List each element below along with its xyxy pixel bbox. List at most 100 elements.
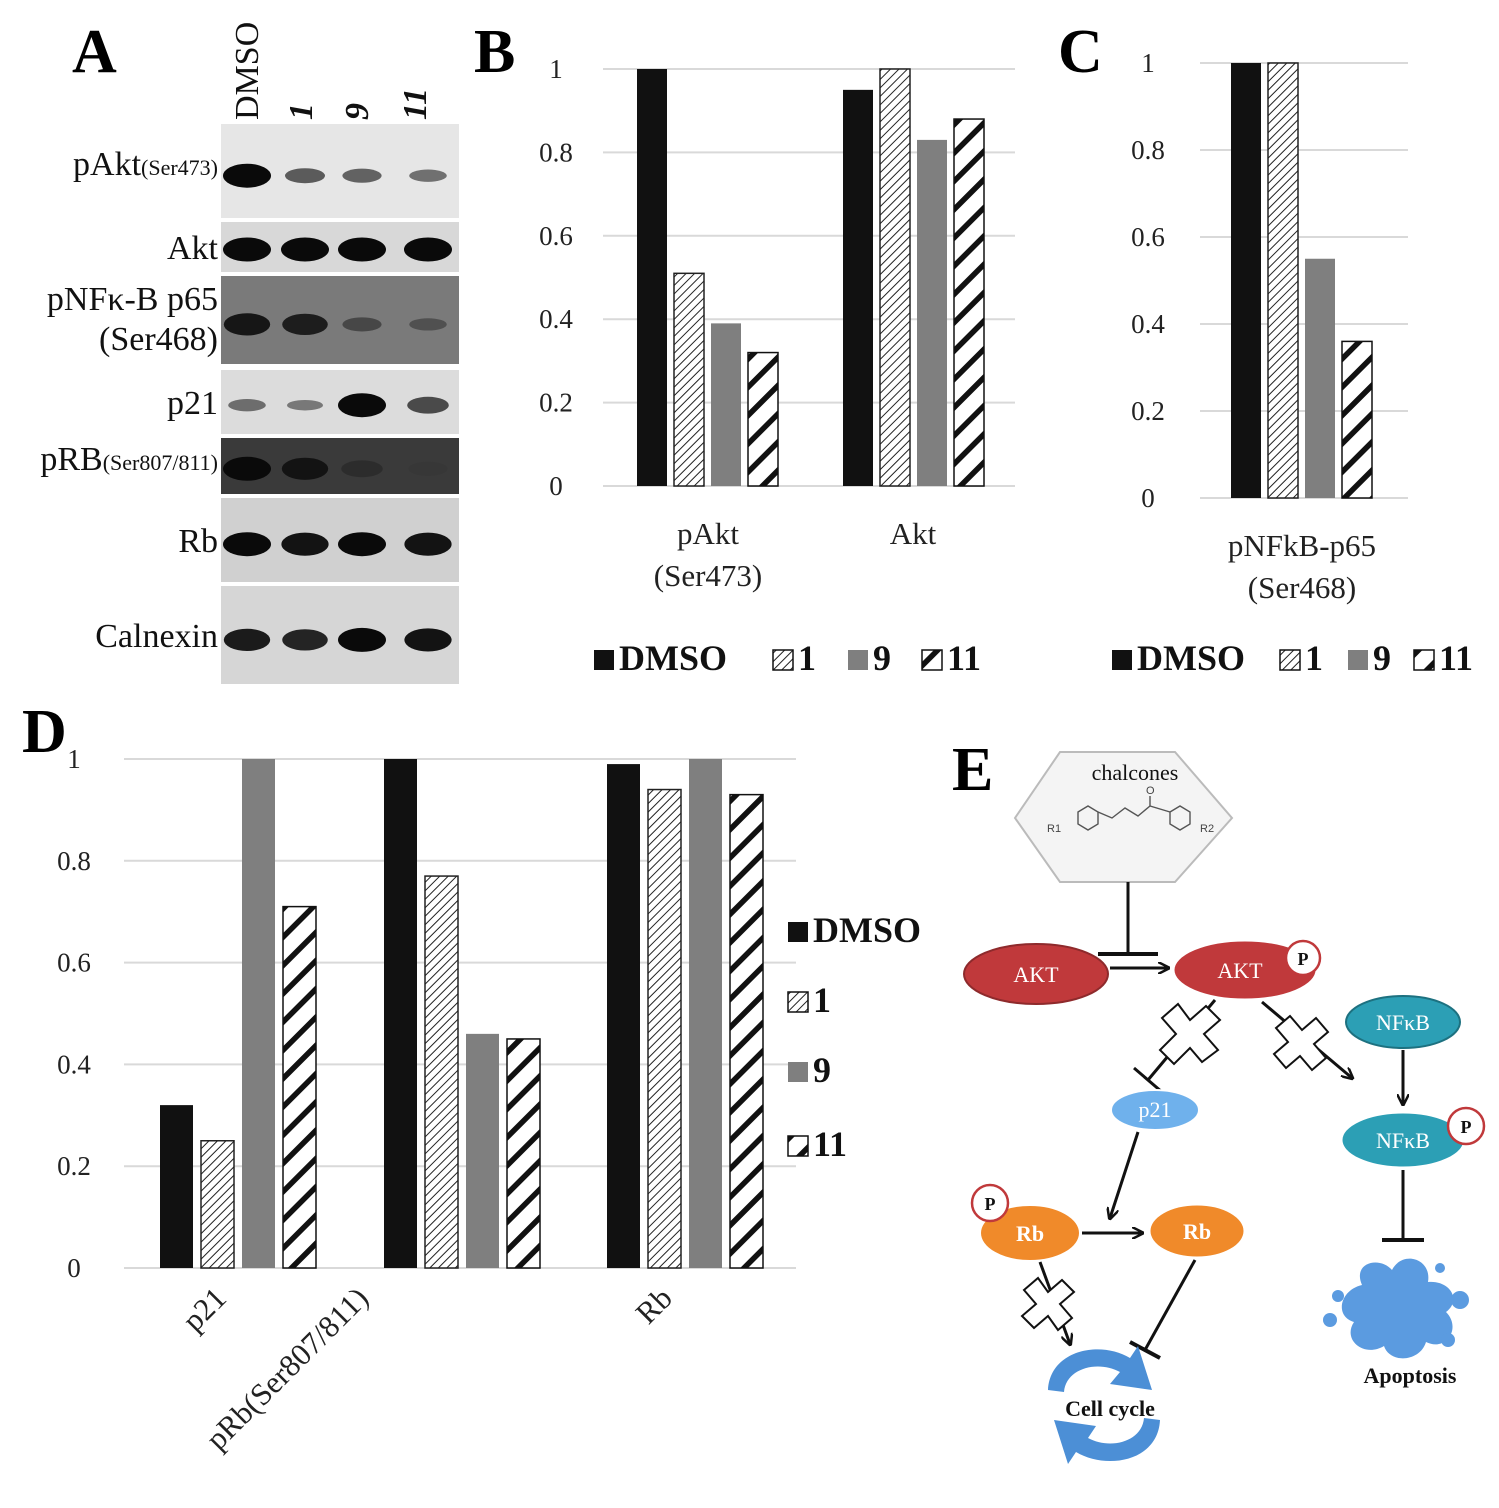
blocked-cross-icon-2: [1272, 1014, 1330, 1072]
bar-dmso: [607, 764, 640, 1268]
rb-node: [1147, 1202, 1247, 1260]
chalcones-hexagon: [1013, 751, 1234, 883]
pakt-node: [1171, 938, 1319, 1002]
bar-1: [647, 788, 682, 1269]
akt-label: AKT: [1013, 962, 1059, 987]
panel-letter-a: A: [72, 18, 117, 86]
x-category-label: pAkt: [677, 516, 739, 551]
legend-label-dmso: DMSO: [813, 910, 921, 950]
chalcone-structure-icon: O R1 R2: [1047, 785, 1214, 835]
y-tick-label: 0.4: [1131, 309, 1165, 339]
blot-band: [338, 627, 386, 652]
r1-label: R1: [1047, 823, 1061, 835]
blot-band: [282, 629, 328, 651]
nfkb-node: [1345, 995, 1461, 1049]
blot-band: [409, 169, 447, 182]
legend-label-11: 11: [1439, 638, 1473, 678]
nfkb-phospho-badge: [1446, 1106, 1486, 1146]
bar-9: [1305, 258, 1335, 498]
bar-9: [711, 323, 741, 486]
blot-band: [287, 399, 323, 411]
y-tick-label: 0: [549, 471, 563, 501]
blot-band: [409, 318, 447, 331]
panel-letter-e: E: [952, 736, 993, 804]
x-category-label: Akt: [890, 516, 937, 551]
blot-band: [404, 532, 452, 556]
chart-c: 0 0.2 0.4 0.6 0.8 1 pNFkB-p65 (Ser468)DMSO 1 9 11: [1112, 48, 1473, 678]
blot-label: Akt: [167, 230, 219, 267]
bar-11: [953, 118, 985, 487]
y-tick-label: 0: [1141, 483, 1155, 513]
blot-band: [281, 457, 329, 480]
akt-phospho-badge: [1284, 939, 1322, 977]
blot-band: [223, 456, 271, 481]
bar-11: [282, 905, 317, 1269]
chart-b: 0 0.2 0.4 0.6 0.8 1 pAkt (Ser473) Akt DMSO 1 9 11: [539, 54, 1015, 678]
carbonyl-o-label: O: [1146, 785, 1155, 797]
blot-band: [281, 237, 329, 262]
blot-row: Akt: [167, 222, 459, 272]
rb-cellcycle-inhibit-line: [1143, 1259, 1197, 1351]
blot-row: pNFκ-B p65(Ser468): [47, 276, 459, 364]
r2-label: R2: [1200, 823, 1214, 835]
blot-band: [223, 628, 271, 652]
panel-letter-c: C: [1058, 18, 1103, 86]
lane-labels: DMSO 1 9 11: [229, 22, 434, 120]
x-category-label: pNFkB-p65: [1228, 528, 1376, 563]
panel-letter-b: B: [474, 18, 515, 86]
blot-label: pAkt(Ser473): [73, 146, 218, 183]
legend-swatch-dmso: [1112, 650, 1132, 670]
akt-p21-inhibit-bar: [1133, 1066, 1163, 1094]
legend-label-1: 1: [1305, 638, 1323, 678]
blot-row: Rb: [178, 498, 459, 582]
blot-band: [223, 237, 271, 262]
lane-label-dmso: DMSO: [229, 22, 266, 120]
cell-cycle-icon: [1048, 1346, 1160, 1464]
p21-label: p21: [1139, 1097, 1172, 1122]
lane-label-1: 1: [283, 103, 320, 120]
rb-phospho-badge: [970, 1183, 1010, 1223]
bar-1: [200, 1140, 235, 1269]
pathway-diagram: chalcones O R1 R2 AKT AKT P: [963, 751, 1486, 1464]
bar-11: [1341, 340, 1373, 499]
y-tick-label: 0.8: [539, 137, 573, 167]
blocked-cross-icon-3: [1020, 1276, 1076, 1332]
legend-label-9: 9: [873, 638, 891, 678]
y-tick-label: 1: [67, 744, 81, 774]
blot-label: pNFκ-B p65: [47, 281, 218, 318]
x-category-label: (Ser468): [1248, 570, 1356, 605]
y-tick-label: 0.4: [539, 304, 573, 334]
bar-1: [1267, 62, 1299, 499]
legend-swatch-dmso: [788, 922, 808, 942]
x-category-label: Rb: [629, 1280, 679, 1330]
bar-1: [424, 875, 459, 1269]
y-tick-label: 0.6: [539, 221, 573, 251]
blot-band: [342, 168, 382, 183]
prb-label: Rb: [1016, 1221, 1044, 1246]
legend-label-dmso: DMSO: [619, 638, 727, 678]
blot-band: [341, 460, 383, 478]
bar-dmso: [160, 1105, 193, 1268]
y-tick-label: 1: [549, 54, 563, 84]
pakt-label: AKT: [1217, 958, 1263, 983]
blot-row: p21: [167, 370, 459, 434]
legend-swatch-dmso: [594, 650, 614, 670]
akt-phospho-label: P: [1298, 949, 1309, 969]
legend-swatch-9: [1348, 650, 1368, 670]
legend-label-9: 9: [1373, 638, 1391, 678]
y-tick-label: 0.2: [57, 1151, 91, 1181]
bar-11: [506, 1038, 541, 1269]
legend-swatch-11: [1413, 649, 1435, 671]
blot-label: pRB(Ser807/811): [40, 441, 218, 478]
bar-9: [466, 1033, 499, 1268]
y-tick-label: 0.4: [57, 1049, 91, 1079]
pnfkb-label: NFκB: [1376, 1128, 1430, 1153]
rb-cellcycle-inhibit-bar: [1129, 1340, 1161, 1360]
bar-1: [879, 68, 911, 487]
blot-band: [281, 532, 329, 556]
legend-swatch-11: [921, 649, 943, 671]
blot-label: Calnexin: [95, 618, 218, 655]
p21-node: [1110, 1089, 1200, 1131]
